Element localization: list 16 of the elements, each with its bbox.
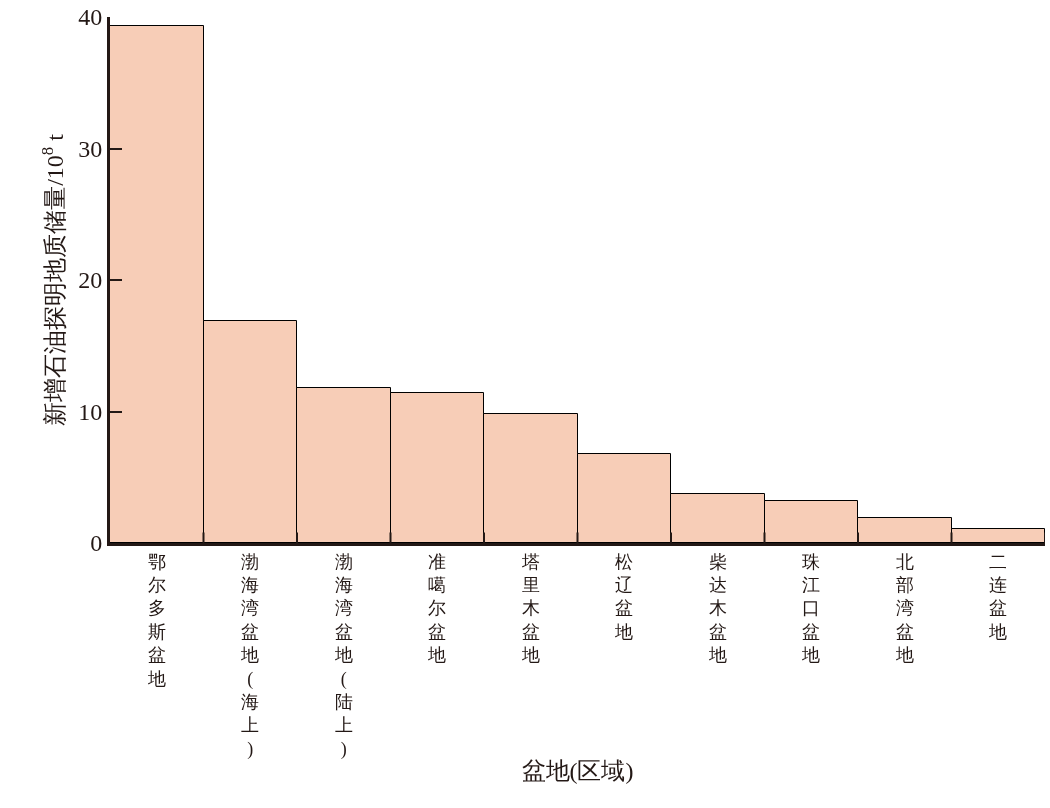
y-tick-label: 10 <box>78 398 103 425</box>
x-tick-label: 珠江口盆地 <box>801 551 821 666</box>
x-tick-label: 松辽盆地 <box>614 551 634 642</box>
category-label: 渤海湾盆地(陆上) <box>334 551 353 759</box>
y-tick-label: 0 <box>90 530 103 557</box>
x-tick-label: 北部湾盆地 <box>894 551 914 666</box>
y-tick-label: 20 <box>78 267 103 294</box>
x-tick-label: 塔里木盆地 <box>520 551 540 666</box>
category-label: 渤海湾盆地(海上) <box>241 551 260 759</box>
y-tick-label: 40 <box>78 4 103 31</box>
y-tick-label: 30 <box>78 135 103 162</box>
x-tick-label: 准噶尔盆地 <box>427 551 447 666</box>
x-tick-label: 二连盆地 <box>988 551 1008 642</box>
x-tick-label: 鄂尔多斯盆地 <box>146 551 166 689</box>
x-axis-title: 盆地(区域) <box>521 758 634 785</box>
x-tick-label: 柴达木盆地 <box>707 551 727 666</box>
